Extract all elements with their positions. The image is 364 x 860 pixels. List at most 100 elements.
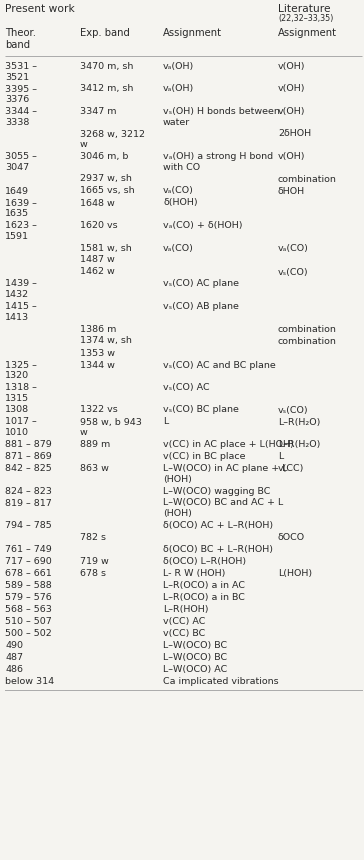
Text: 678 s: 678 s (80, 569, 106, 578)
Text: 1017 –
1010: 1017 – 1010 (5, 417, 37, 437)
Text: v(OH): v(OH) (278, 107, 305, 116)
Text: 510 – 507: 510 – 507 (5, 617, 52, 626)
Text: 717 – 690: 717 – 690 (5, 557, 52, 566)
Text: 1374 w, sh: 1374 w, sh (80, 336, 132, 346)
Text: 3347 m: 3347 m (80, 107, 116, 116)
Text: vₛ(CO) AC: vₛ(CO) AC (163, 383, 210, 392)
Text: Literature: Literature (278, 4, 331, 14)
Text: Exp. band: Exp. band (80, 28, 130, 38)
Text: 579 – 576: 579 – 576 (5, 593, 52, 602)
Text: combination: combination (278, 175, 337, 183)
Text: 2δHOH: 2δHOH (278, 130, 311, 138)
Text: v(CC) in AC place + L(HOH): v(CC) in AC place + L(HOH) (163, 440, 294, 449)
Text: δ(OCO) L–R(HOH): δ(OCO) L–R(HOH) (163, 557, 246, 566)
Text: v(CC) AC: v(CC) AC (163, 617, 205, 626)
Text: v(CC) in BC place: v(CC) in BC place (163, 452, 245, 461)
Text: 568 – 563: 568 – 563 (5, 605, 52, 614)
Text: L–R(HOH): L–R(HOH) (163, 605, 209, 614)
Text: vₛ(OH) H bonds between
water: vₛ(OH) H bonds between water (163, 107, 280, 126)
Text: vₐ(OH) a strong H bond
with CO: vₐ(OH) a strong H bond with CO (163, 152, 273, 172)
Text: vₛ(CO) AC and BC plane: vₛ(CO) AC and BC plane (163, 360, 276, 370)
Text: 1322 vs: 1322 vs (80, 406, 118, 415)
Text: L–W(OCO) BC and AC + L
(HOH): L–W(OCO) BC and AC + L (HOH) (163, 499, 283, 519)
Text: 3268 w, 3212
w: 3268 w, 3212 w (80, 130, 145, 150)
Text: 487: 487 (5, 653, 23, 662)
Text: 589 – 588: 589 – 588 (5, 581, 52, 590)
Text: 1308: 1308 (5, 406, 29, 415)
Text: 490: 490 (5, 641, 23, 650)
Text: L: L (278, 452, 283, 461)
Text: δHOH: δHOH (278, 187, 305, 195)
Text: L(HOH): L(HOH) (278, 569, 312, 578)
Text: 1353 w: 1353 w (80, 348, 115, 358)
Text: Theor.
band: Theor. band (5, 28, 36, 51)
Text: 1649: 1649 (5, 187, 29, 195)
Text: vₐ(CO): vₐ(CO) (163, 187, 194, 195)
Text: 863 w: 863 w (80, 464, 109, 473)
Text: 3470 m, sh: 3470 m, sh (80, 62, 133, 71)
Text: vₛ(CO): vₛ(CO) (278, 406, 309, 415)
Text: L–W(OCO) in AC plane + L
(HOH): L–W(OCO) in AC plane + L (HOH) (163, 464, 288, 483)
Text: 824 – 823: 824 – 823 (5, 487, 52, 495)
Text: 1325 –
1320: 1325 – 1320 (5, 360, 37, 380)
Text: 1386 m: 1386 m (80, 324, 116, 334)
Text: 1665 vs, sh: 1665 vs, sh (80, 187, 135, 195)
Text: 761 – 749: 761 – 749 (5, 545, 52, 554)
Text: 1318 –
1315: 1318 – 1315 (5, 383, 37, 402)
Text: 678 – 661: 678 – 661 (5, 569, 52, 578)
Text: 2937 w, sh: 2937 w, sh (80, 175, 132, 183)
Text: 889 m: 889 m (80, 440, 110, 449)
Text: δ(OCO) AC + L–R(HOH): δ(OCO) AC + L–R(HOH) (163, 521, 273, 530)
Text: L: L (163, 417, 168, 427)
Text: v(CC) BC: v(CC) BC (163, 629, 205, 638)
Text: δOCO: δOCO (278, 533, 305, 542)
Text: 881 – 879: 881 – 879 (5, 440, 52, 449)
Text: Assignment: Assignment (163, 28, 222, 38)
Text: 3395 –
3376: 3395 – 3376 (5, 84, 37, 104)
Text: vₛ(CO) BC plane: vₛ(CO) BC plane (163, 406, 239, 415)
Text: L–R(H₂O): L–R(H₂O) (278, 417, 320, 427)
Text: v(CC): v(CC) (278, 464, 304, 473)
Text: 1581 w, sh: 1581 w, sh (80, 243, 132, 253)
Text: 1620 vs: 1620 vs (80, 221, 118, 230)
Text: 1439 –
1432: 1439 – 1432 (5, 280, 37, 299)
Text: δ(OCO) BC + L–R(HOH): δ(OCO) BC + L–R(HOH) (163, 545, 273, 554)
Text: 1648 w: 1648 w (80, 199, 115, 207)
Text: 819 – 817: 819 – 817 (5, 499, 52, 507)
Text: L–R(OCO) a in BC: L–R(OCO) a in BC (163, 593, 245, 602)
Text: 1415 –
1413: 1415 – 1413 (5, 302, 37, 322)
Text: 794 – 785: 794 – 785 (5, 521, 52, 530)
Text: vₐ(OH): vₐ(OH) (163, 62, 194, 71)
Text: vₐ(OH): vₐ(OH) (163, 84, 194, 94)
Text: L–R(H₂O): L–R(H₂O) (278, 440, 320, 449)
Text: 958 w, b 943
w: 958 w, b 943 w (80, 417, 142, 437)
Text: 1487 w: 1487 w (80, 255, 115, 265)
Text: Ca implicated vibrations: Ca implicated vibrations (163, 677, 278, 686)
Text: below 314: below 314 (5, 677, 54, 686)
Text: L–W(OCO) BC: L–W(OCO) BC (163, 653, 227, 662)
Text: vₛ(CO): vₛ(CO) (278, 267, 309, 277)
Text: 1623 –
1591: 1623 – 1591 (5, 221, 37, 241)
Text: 719 w: 719 w (80, 557, 109, 566)
Text: L–R(OCO) a in AC: L–R(OCO) a in AC (163, 581, 245, 590)
Text: L- R W (HOH): L- R W (HOH) (163, 569, 225, 578)
Text: 3531 –
3521: 3531 – 3521 (5, 62, 37, 82)
Text: 842 – 825: 842 – 825 (5, 464, 52, 473)
Text: 3046 m, b: 3046 m, b (80, 152, 128, 161)
Text: v(OH): v(OH) (278, 84, 305, 94)
Text: 3344 –
3338: 3344 – 3338 (5, 107, 37, 126)
Text: Assignment: Assignment (278, 28, 337, 38)
Text: 500 – 502: 500 – 502 (5, 629, 52, 638)
Text: 1462 w: 1462 w (80, 267, 115, 277)
Text: vₛ(CO) AB plane: vₛ(CO) AB plane (163, 302, 239, 311)
Text: 871 – 869: 871 – 869 (5, 452, 52, 461)
Text: 486: 486 (5, 665, 23, 674)
Text: vₛ(CO) AC plane: vₛ(CO) AC plane (163, 280, 239, 288)
Text: Present work: Present work (5, 4, 75, 14)
Text: 3055 –
3047: 3055 – 3047 (5, 152, 37, 172)
Text: vₐ(CO): vₐ(CO) (163, 243, 194, 253)
Text: 782 s: 782 s (80, 533, 106, 542)
Text: v(OH): v(OH) (278, 152, 305, 161)
Text: L–W(OCO) BC: L–W(OCO) BC (163, 641, 227, 650)
Text: L–W(OCO) AC: L–W(OCO) AC (163, 665, 227, 674)
